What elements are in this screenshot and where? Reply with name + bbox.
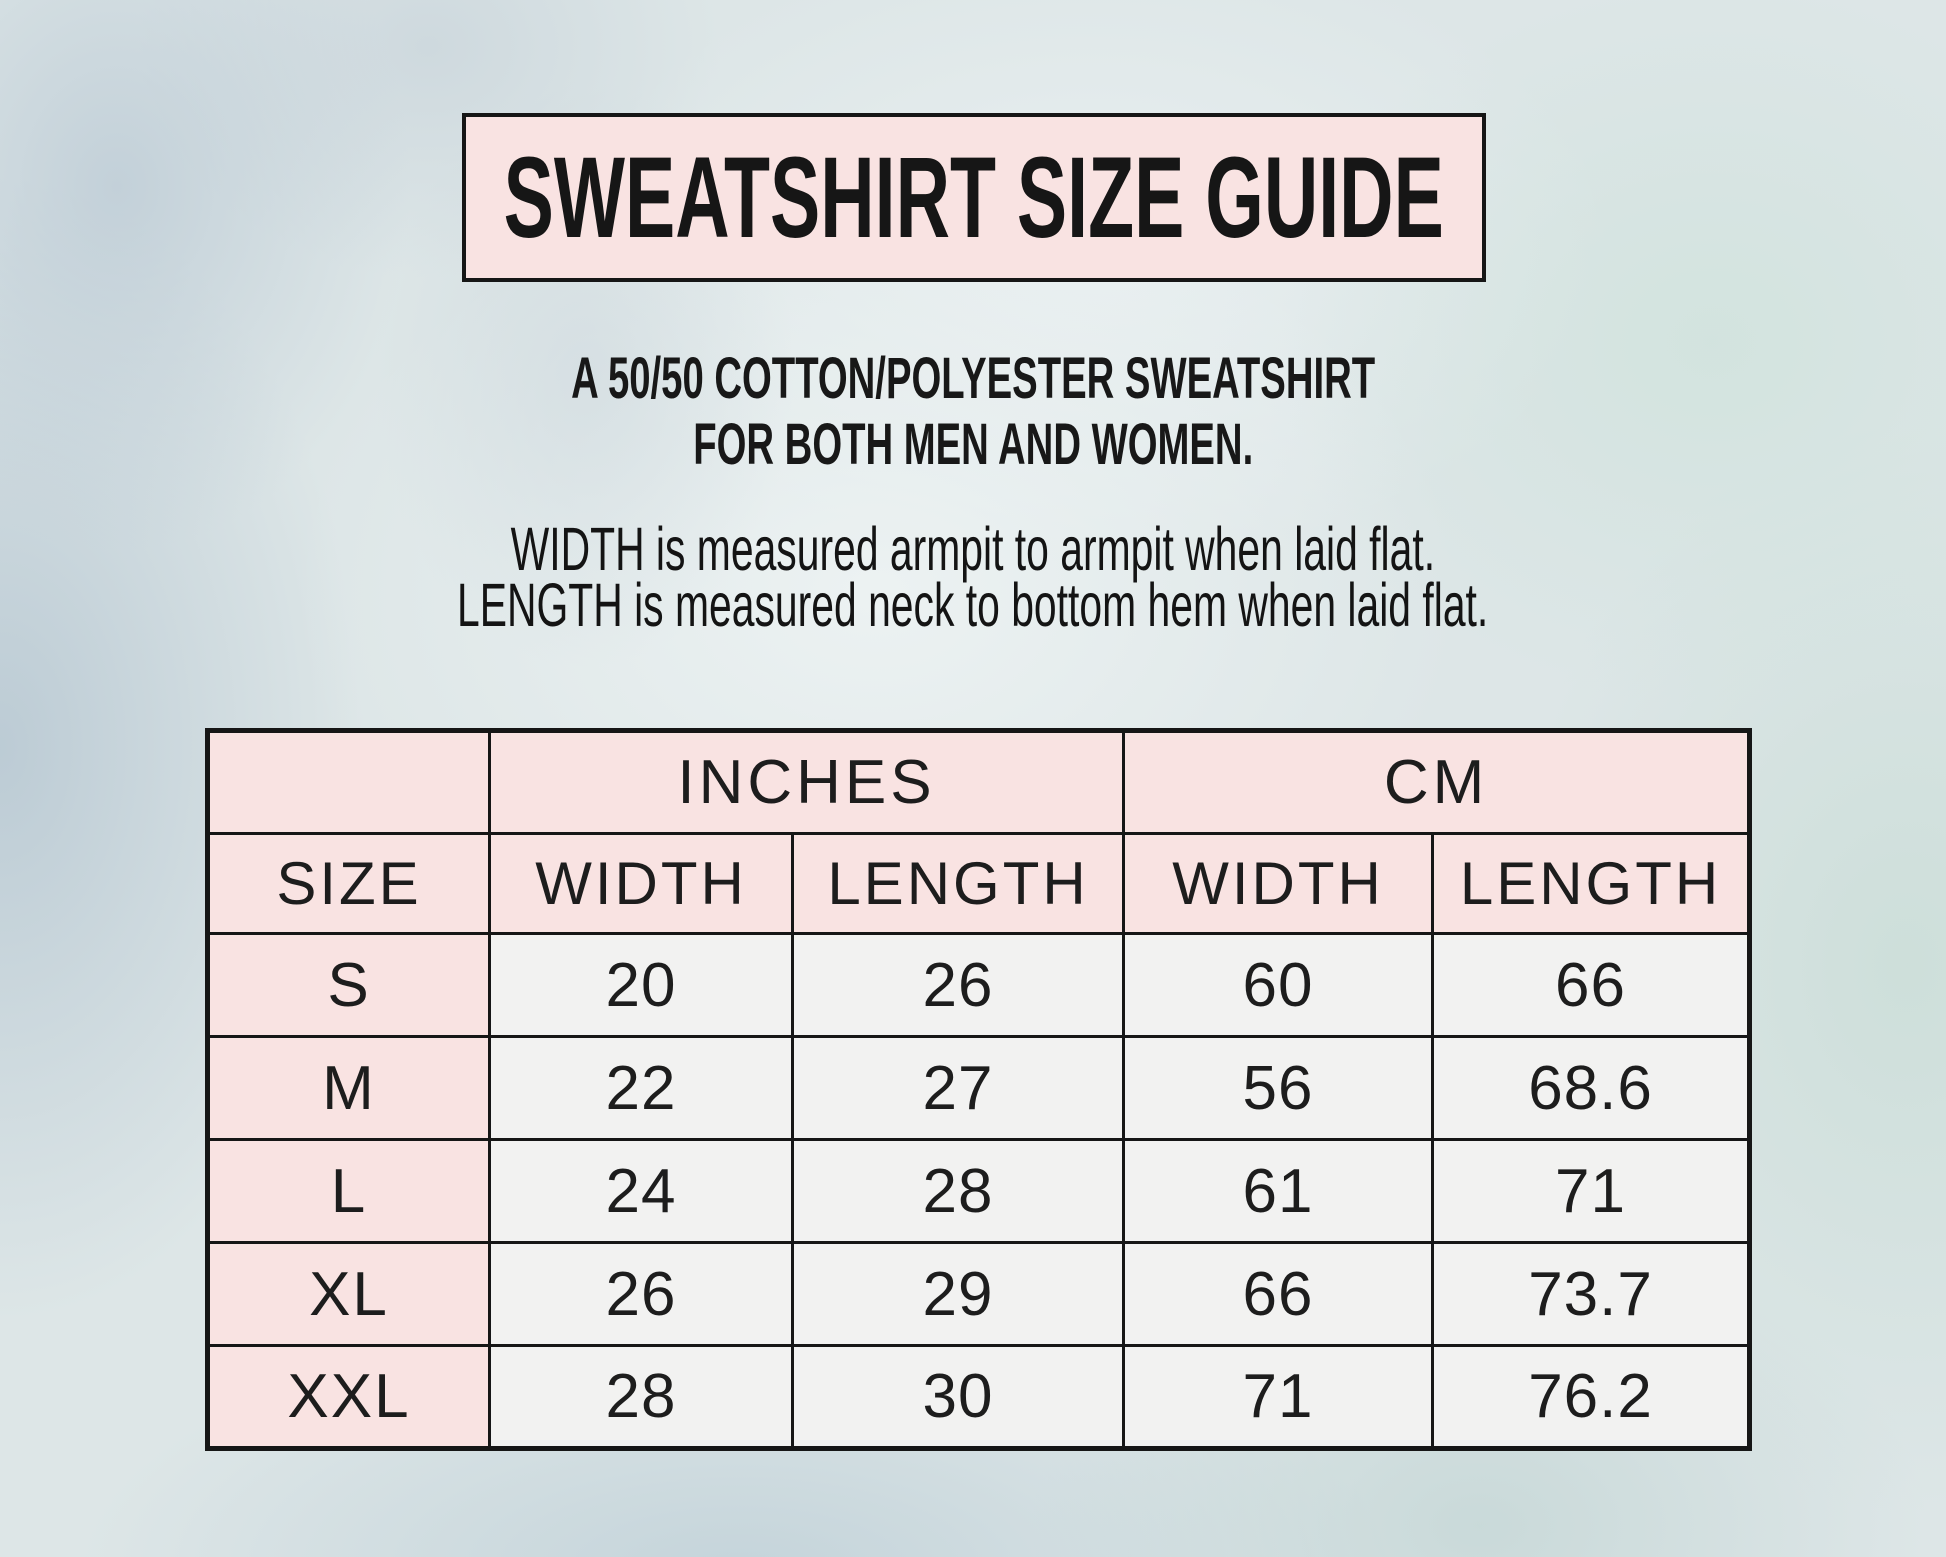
cm-width-column-header: WIDTH — [1122, 832, 1435, 935]
table-cell: 66 — [1122, 1241, 1435, 1347]
inches-width-column-header: WIDTH — [488, 832, 794, 935]
table-cell: 71 — [1431, 1138, 1752, 1244]
table-cell: 28 — [488, 1344, 794, 1450]
size-table: INCHES CM SIZE WIDTH LENGTH WIDTH LENGTH… — [205, 728, 1753, 1451]
table-cell: 66 — [1431, 932, 1752, 1038]
unit-header-row: INCHES CM — [206, 729, 1752, 835]
size-label-cell: XXL — [206, 1344, 491, 1450]
subtitle: A 50/50 COTTON/POLYESTER SWEATSHIRT FOR … — [0, 346, 1946, 478]
table-corner-cell — [206, 729, 491, 835]
table-cell: 28 — [790, 1138, 1126, 1244]
subtitle-line: A 50/50 COTTON/POLYESTER SWEATSHIRT — [0, 346, 1946, 412]
subtitle-text-2: FOR BOTH MEN AND WOMEN. — [693, 412, 1253, 477]
size-column-header: SIZE — [206, 832, 491, 935]
table-cell: 22 — [488, 1035, 794, 1141]
table-cell: 29 — [790, 1241, 1126, 1347]
table-row-l: L 24 28 61 71 — [206, 1138, 1752, 1244]
width-note-text: WIDTH is measured armpit to armpit when … — [510, 515, 1436, 583]
measurement-notes: WIDTH is measured armpit to armpit when … — [0, 515, 1946, 639]
table-cell: 26 — [488, 1241, 794, 1347]
title-box: SWEATSHIRT SIZE GUIDE — [462, 113, 1486, 282]
table-row-s: S 20 26 60 66 — [206, 932, 1752, 1038]
table-cell: 76.2 — [1431, 1344, 1752, 1450]
inches-header: INCHES — [487, 729, 1126, 835]
table-cell: 61 — [1122, 1138, 1435, 1244]
size-label-cell: L — [206, 1138, 491, 1244]
page-title: SWEATSHIRT SIZE GUIDE — [503, 133, 1445, 262]
size-label-cell: XL — [206, 1241, 491, 1347]
length-note-text: LENGTH is measured neck to bottom hem wh… — [457, 571, 1489, 639]
table-row-m: M 22 27 56 68.6 — [206, 1035, 1752, 1141]
subtitle-line: FOR BOTH MEN AND WOMEN. — [0, 412, 1946, 478]
size-label-cell: S — [206, 932, 491, 1038]
table-cell: 71 — [1122, 1344, 1435, 1450]
column-header-row: SIZE WIDTH LENGTH WIDTH LENGTH — [206, 832, 1752, 935]
cm-length-column-header: LENGTH — [1431, 832, 1752, 935]
table-cell: 60 — [1122, 932, 1435, 1038]
table-row-xl: XL 26 29 66 73.7 — [206, 1241, 1752, 1347]
table-cell: 26 — [790, 932, 1126, 1038]
note-line: LENGTH is measured neck to bottom hem wh… — [0, 571, 1946, 639]
inches-length-column-header: LENGTH — [790, 832, 1126, 935]
table-cell: 20 — [488, 932, 794, 1038]
size-label-cell: M — [206, 1035, 491, 1141]
table-cell: 30 — [790, 1344, 1126, 1450]
table-cell: 68.6 — [1431, 1035, 1752, 1141]
note-line: WIDTH is measured armpit to armpit when … — [0, 515, 1946, 583]
cm-header: CM — [1122, 729, 1752, 835]
table-cell: 27 — [790, 1035, 1126, 1141]
table-cell: 24 — [488, 1138, 794, 1244]
table-cell: 73.7 — [1431, 1241, 1752, 1347]
table-row-xxl: XXL 28 30 71 76.2 — [206, 1344, 1752, 1450]
table-cell: 56 — [1122, 1035, 1435, 1141]
subtitle-text-1: A 50/50 COTTON/POLYESTER SWEATSHIRT — [570, 346, 1376, 411]
